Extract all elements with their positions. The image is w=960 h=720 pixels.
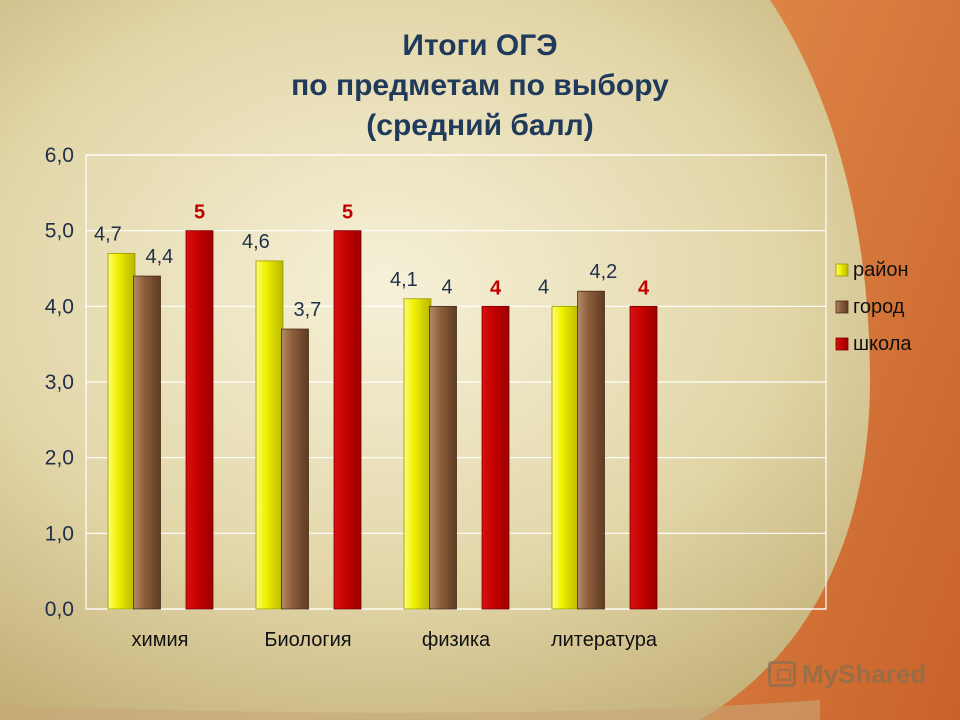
watermark-text: MyShared <box>802 658 927 689</box>
bar <box>255 260 284 610</box>
legend-swatch <box>835 337 849 351</box>
legend-swatch <box>835 263 849 277</box>
watermark: MyShared <box>768 656 926 692</box>
data-label: 5 <box>194 202 205 224</box>
legend-label: город <box>853 296 905 318</box>
data-label: 4 <box>442 276 453 298</box>
bar <box>185 230 214 610</box>
bar <box>333 230 362 610</box>
bar <box>551 305 580 610</box>
data-label: 4,6 <box>242 231 270 253</box>
data-label: 4 <box>638 277 650 299</box>
data-label: 4,4 <box>146 246 174 268</box>
slide-bottom-edge <box>0 700 820 720</box>
bar <box>481 305 510 610</box>
data-label: 5 <box>342 202 353 224</box>
chart-legend: район город школа <box>835 259 912 355</box>
data-label: 4 <box>538 276 549 298</box>
x-tick-label: физика <box>422 629 491 651</box>
chart-title: Итоги ОГЭ по предметам по выбору (средни… <box>180 26 780 146</box>
y-tick-label: 2,0 <box>45 447 74 470</box>
y-tick-label: 6,0 <box>45 144 74 167</box>
y-tick-label: 3,0 <box>45 371 74 394</box>
legend-swatch <box>835 300 849 314</box>
data-label: 4,7 <box>94 223 122 245</box>
y-tick-label: 4,0 <box>45 295 74 318</box>
bar <box>629 305 658 610</box>
bar <box>107 252 136 610</box>
chart-title-line-3: (средний балл) <box>366 109 594 142</box>
watermark-logo-icon <box>768 661 796 687</box>
chart-title-line-2: по предметам по выбору <box>291 69 669 102</box>
bar <box>403 298 432 610</box>
y-tick-label: 1,0 <box>45 522 74 545</box>
legend-label: школа <box>853 333 912 355</box>
bar <box>133 275 161 610</box>
plot-area: 0,0 1,0 2,0 3,0 4,0 5,0 6,0 4,7 4,4 5 химия 4,6 3,7 5… <box>45 144 827 651</box>
legend-label: район <box>853 259 909 281</box>
chart-title-line-1: Итоги ОГЭ <box>402 29 558 62</box>
data-label: 4,1 <box>390 269 418 291</box>
bar <box>281 328 309 610</box>
y-tick-label: 0,0 <box>45 598 74 621</box>
data-label: 4 <box>490 277 502 299</box>
data-label: 3,7 <box>294 299 322 321</box>
orange-corner-decoration <box>700 0 960 720</box>
bar <box>429 305 457 610</box>
y-tick-label: 5,0 <box>45 220 74 243</box>
bar <box>577 290 605 610</box>
x-tick-label: Биология <box>264 629 351 651</box>
x-tick-label: литература <box>551 629 658 651</box>
data-label: 4,2 <box>590 261 618 283</box>
x-tick-label: химия <box>132 629 189 651</box>
